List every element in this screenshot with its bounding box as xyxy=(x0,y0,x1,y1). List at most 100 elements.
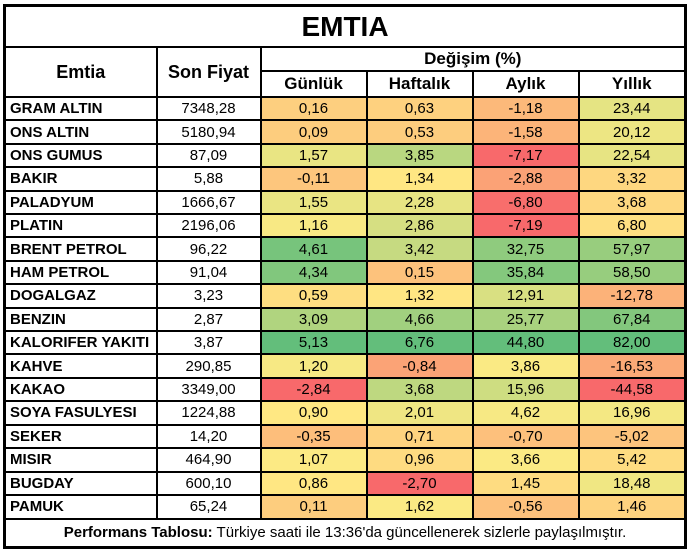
header-row-periods: Günlük Haftalık Aylık Yıllık xyxy=(5,70,687,98)
change-cell: 3,85 xyxy=(365,142,474,169)
change-cell: 0,11 xyxy=(259,493,368,520)
change-cell: 5,13 xyxy=(259,330,368,356)
footer-row: Performans Tablosu: Türkiye saati ile 13… xyxy=(3,517,687,549)
commodity-name: GRAM ALTIN xyxy=(3,95,158,122)
commodity-name: SEKER xyxy=(3,423,158,450)
change-cell: 1,57 xyxy=(259,142,368,169)
change-cell: 3,68 xyxy=(365,376,474,403)
change-cell: 0,96 xyxy=(365,447,474,473)
commodity-name: PAMUK xyxy=(3,493,158,520)
change-cell: 0,15 xyxy=(365,259,474,286)
change-cell: -2,88 xyxy=(471,166,580,192)
change-cell: 1,46 xyxy=(577,493,687,520)
last-price: 290,85 xyxy=(155,353,262,379)
last-price: 65,24 xyxy=(155,493,262,520)
table-row: SEKER 14,20 -0,35 0,71 -0,70 -5,02 xyxy=(3,423,687,450)
last-price: 3,87 xyxy=(155,330,262,356)
change-cell: 4,66 xyxy=(365,306,474,333)
table-row: GRAM ALTIN 7348,28 0,16 0,63 -1,18 23,44 xyxy=(3,95,687,122)
change-cell: -0,84 xyxy=(365,353,474,379)
change-cell: 1,45 xyxy=(471,470,580,496)
last-price: 2196,06 xyxy=(155,213,262,239)
page-title: EMTIA xyxy=(3,4,687,48)
change-cell: -2,84 xyxy=(259,376,368,403)
change-cell: 3,86 xyxy=(471,353,580,379)
table-row: KAHVE 290,85 1,20 -0,84 3,86 -16,53 xyxy=(3,353,687,379)
change-cell: 22,54 xyxy=(577,142,687,169)
footer-note-label: Performans Tablosu: xyxy=(63,524,213,542)
change-cell: 25,77 xyxy=(471,306,580,333)
commodity-name: ONS GUMUS xyxy=(3,142,158,169)
table-row: ONS ALTIN 5180,94 0,09 0,53 -1,58 20,12 xyxy=(3,119,687,145)
change-cell: -12,78 xyxy=(577,283,687,309)
change-cell: 16,96 xyxy=(577,400,687,426)
change-cell: 6,80 xyxy=(577,213,687,239)
commodity-name: PLATIN xyxy=(3,213,158,239)
table-body: EMTIA Emtia Son Fiyat Değişim (%) Günlük… xyxy=(3,4,687,520)
change-cell: 67,84 xyxy=(577,306,687,333)
commodity-name: ONS ALTIN xyxy=(3,119,158,145)
change-cell: -0,35 xyxy=(259,423,368,450)
change-cell: -1,58 xyxy=(471,119,580,145)
change-cell: 12,91 xyxy=(471,283,580,309)
change-cell: -0,11 xyxy=(259,166,368,192)
change-cell: -0,56 xyxy=(471,493,580,520)
change-cell: 0,86 xyxy=(259,470,368,496)
change-cell: 23,44 xyxy=(577,95,687,122)
commodity-name: KAKAO xyxy=(3,376,158,403)
last-price: 600,10 xyxy=(155,470,262,496)
commodity-name: BUGDAY xyxy=(3,470,158,496)
last-price: 3349,00 xyxy=(155,376,262,403)
commodity-name: SOYA FASULYESI xyxy=(3,400,158,426)
commodity-name: KAHVE xyxy=(3,353,158,379)
change-cell: 58,50 xyxy=(577,259,687,286)
commodity-name: DOGALGAZ xyxy=(3,283,158,309)
table-row: KAKAO 3349,00 -2,84 3,68 15,96 -44,58 xyxy=(3,376,687,403)
change-cell: 1,62 xyxy=(365,493,474,520)
change-cell: 0,90 xyxy=(259,400,368,426)
column-header-daily: Günlük xyxy=(259,70,368,98)
change-cell: 15,96 xyxy=(471,376,580,403)
last-price: 87,09 xyxy=(155,142,262,169)
change-cell: 1,34 xyxy=(365,166,474,192)
change-cell: -44,58 xyxy=(577,376,687,403)
change-cell: 3,68 xyxy=(577,189,687,216)
change-cell: 1,07 xyxy=(259,447,368,473)
change-cell: 0,71 xyxy=(365,423,474,450)
last-price: 464,90 xyxy=(155,447,262,473)
commodity-name: BRENT PETROL xyxy=(3,236,158,262)
column-header-change-group: Değişim (%) xyxy=(259,46,687,72)
commodity-table: EMTIA Emtia Son Fiyat Değişim (%) Günlük… xyxy=(3,4,687,549)
column-header-commodity: Emtia xyxy=(3,46,158,98)
last-price: 96,22 xyxy=(155,236,262,262)
header-row-group: Emtia Son Fiyat Değişim (%) xyxy=(3,46,687,98)
change-cell: 4,62 xyxy=(471,400,580,426)
change-cell: 4,34 xyxy=(259,259,368,286)
change-cell: 1,55 xyxy=(259,189,368,216)
commodity-name: KALORIFER YAKITI xyxy=(3,330,158,356)
footer-note: Performans Tablosu: Türkiye saati ile 13… xyxy=(3,517,687,549)
last-price: 1666,67 xyxy=(155,189,262,216)
column-header-yearly: Yıllık xyxy=(577,70,687,98)
change-cell: 18,48 xyxy=(577,470,687,496)
last-price: 2,87 xyxy=(155,306,262,333)
table-row: MISIR 464,90 1,07 0,96 3,66 5,42 xyxy=(3,447,687,473)
change-cell: -5,02 xyxy=(577,423,687,450)
change-cell: 0,16 xyxy=(259,95,368,122)
title-row: EMTIA xyxy=(3,4,687,48)
table-row: PAMUK 65,24 0,11 1,62 -0,56 1,46 xyxy=(3,493,687,520)
change-cell: 0,59 xyxy=(259,283,368,309)
change-cell: -0,70 xyxy=(471,423,580,450)
commodity-name: MISIR xyxy=(3,447,158,473)
last-price: 7348,28 xyxy=(155,95,262,122)
change-cell: 20,12 xyxy=(577,119,687,145)
change-cell: 3,66 xyxy=(471,447,580,473)
table-row: PALADYUM 1666,67 1,55 2,28 -6,80 3,68 xyxy=(3,189,687,216)
table-row: SOYA FASULYESI 1224,88 0,90 2,01 4,62 16… xyxy=(3,400,687,426)
change-cell: 3,09 xyxy=(259,306,368,333)
last-price: 5,88 xyxy=(155,166,262,192)
table-row: HAM PETROL 91,04 4,34 0,15 35,84 58,50 xyxy=(3,259,687,286)
last-price: 3,23 xyxy=(155,283,262,309)
last-price: 5180,94 xyxy=(155,119,262,145)
